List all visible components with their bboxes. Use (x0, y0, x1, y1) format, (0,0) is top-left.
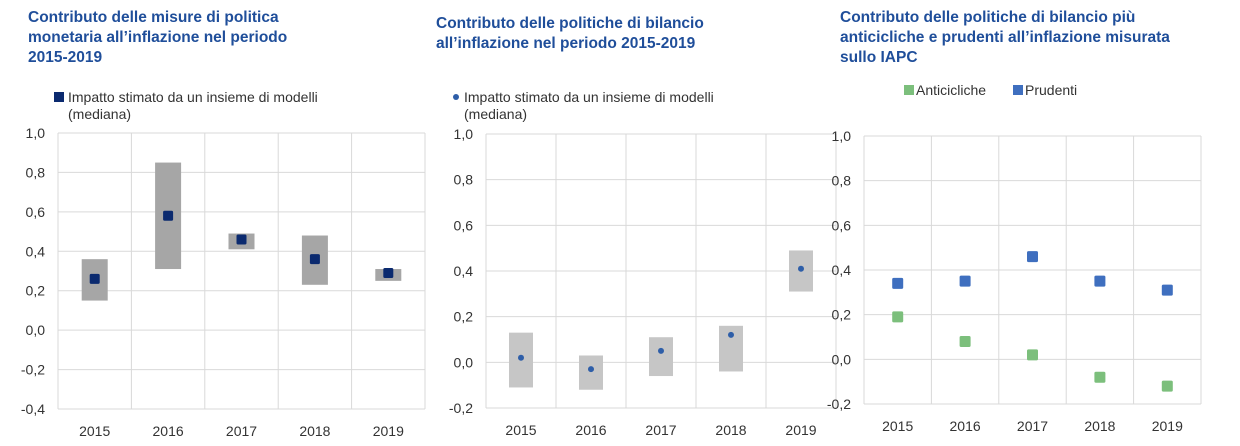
chart-title-line: Contributo delle misure di politica (28, 9, 279, 26)
median-marker (163, 210, 174, 221)
median-marker (588, 366, 594, 373)
y-tick-label: 0,8 (832, 173, 852, 189)
x-tick-label: 2018 (715, 422, 746, 438)
median-marker (518, 354, 524, 361)
y-tick-label: 0,4 (832, 262, 852, 278)
median-marker (236, 234, 247, 245)
y-tick-label: 0,4 (26, 243, 46, 259)
x-tick-label: 2019 (785, 422, 816, 438)
chart-title-line: monetaria all’inflazione nel periodo (28, 29, 288, 46)
y-tick-label: 0,6 (832, 217, 852, 233)
x-tick-label: 2015 (882, 418, 913, 434)
legend-label-line: (mediana) (68, 106, 132, 122)
y-tick-label: 0,0 (832, 351, 852, 367)
point-prudenti (959, 275, 971, 287)
chart-plot-3: 1,0 0,8 0,6 0,4 0,2 0,0 -0,2 2015 2016 2017 2018 20… (827, 128, 1202, 434)
range-bar (649, 337, 673, 377)
point-anticicliche (1027, 349, 1038, 361)
x-tick-label: 2016 (950, 418, 981, 434)
median-marker (728, 331, 734, 338)
point-prudenti (1027, 251, 1038, 263)
chart-legend-1: Impatto stimato da un insieme di modelli… (68, 89, 318, 123)
median-marker (309, 254, 320, 265)
y-tick-label: 0,8 (454, 172, 474, 188)
chart-title-line: Contributo delle politiche di bilancio (436, 15, 704, 32)
y-tick-label: 1,0 (26, 125, 46, 141)
chart-panel-2: Contributo delle politiche di bilancio a… (436, 0, 837, 446)
x-tick-label: 2015 (79, 423, 110, 439)
y-tick-label: 0,8 (26, 164, 46, 180)
chart-title-line: anticicliche e prudenti all’inflazione m… (840, 29, 1170, 46)
y-tick-label: -0,2 (21, 362, 45, 378)
x-tick-label: 2015 (505, 422, 536, 438)
x-tick-label: 2017 (226, 423, 257, 439)
x-tick-label: 2016 (575, 422, 606, 438)
y-tick-label: 1,0 (832, 128, 852, 144)
median-marker (798, 265, 804, 272)
legend-label-line: Impatto stimato da un insieme di modelli (464, 89, 714, 105)
legend-label-line: (mediana) (464, 106, 528, 122)
y-tick-label: 0,2 (26, 283, 46, 299)
median-marker (383, 267, 394, 278)
x-tick-label: 2016 (153, 423, 184, 439)
chart-title-1: Contributo delle misure di politica mone… (28, 8, 287, 68)
y-tick-label: -0,4 (21, 401, 45, 417)
x-tick-label: 2018 (1084, 418, 1115, 434)
median-marker (89, 273, 100, 284)
chart-title-line: 2015-2019 (28, 49, 103, 66)
median-marker (658, 347, 664, 354)
y-tick-label: 1,0 (454, 126, 474, 142)
x-tick-label: 2017 (1017, 418, 1048, 434)
chart-title-line: Contributo delle politiche di bilancio p… (840, 9, 1136, 26)
y-tick-label: 0,2 (832, 307, 852, 323)
chart-title-line: all’inflazione nel periodo 2015-2019 (436, 35, 696, 52)
y-tick-label: 0,0 (26, 322, 46, 338)
y-tick-label: -0,2 (449, 400, 473, 416)
point-anticicliche (892, 311, 904, 323)
y-tick-label: 0,6 (454, 217, 474, 233)
y-tick-label: 0,0 (454, 354, 474, 370)
range-bar (579, 355, 603, 390)
x-tick-label: 2019 (373, 423, 404, 439)
chart-legend-2: Impatto stimato da un insieme di modelli… (464, 89, 714, 123)
y-tick-label: -0,2 (827, 396, 851, 412)
x-tick-label: 2019 (1152, 418, 1183, 434)
legend-label-line: Impatto stimato da un insieme di modelli (68, 89, 318, 105)
chart-panel-3: Contributo delle politiche di bilancio p… (827, 0, 1240, 446)
point-anticicliche (1094, 371, 1106, 383)
x-tick-label: 2018 (299, 423, 330, 439)
chart-title-3: Contributo delle politiche di bilancio p… (840, 8, 1170, 68)
y-tick-label: 0,2 (454, 309, 474, 325)
y-tick-label: 0,4 (454, 263, 474, 279)
chart-plot-2: 1,0 0,8 0,6 0,4 0,2 0,0 -0,2 2015 2016 2017 2018 20… (449, 126, 837, 438)
point-prudenti (1161, 284, 1173, 296)
point-prudenti (892, 277, 904, 289)
chart-title-2: Contributo delle politiche di bilancio a… (436, 14, 704, 54)
point-anticicliche (1161, 380, 1173, 392)
chart-plot-1: 1,0 0,8 0,6 0,4 0,2 0,0 -0,2 -0,4 2015 2016 2017 20… (21, 125, 426, 439)
x-tick-label: 2017 (645, 422, 676, 438)
point-prudenti (1094, 275, 1106, 287)
chart-title-line: sullo IAPC (840, 49, 918, 66)
chart-panel-1: Contributo delle misure di politica mone… (21, 0, 428, 446)
y-tick-label: 0,6 (26, 204, 46, 220)
point-anticicliche (959, 335, 971, 347)
